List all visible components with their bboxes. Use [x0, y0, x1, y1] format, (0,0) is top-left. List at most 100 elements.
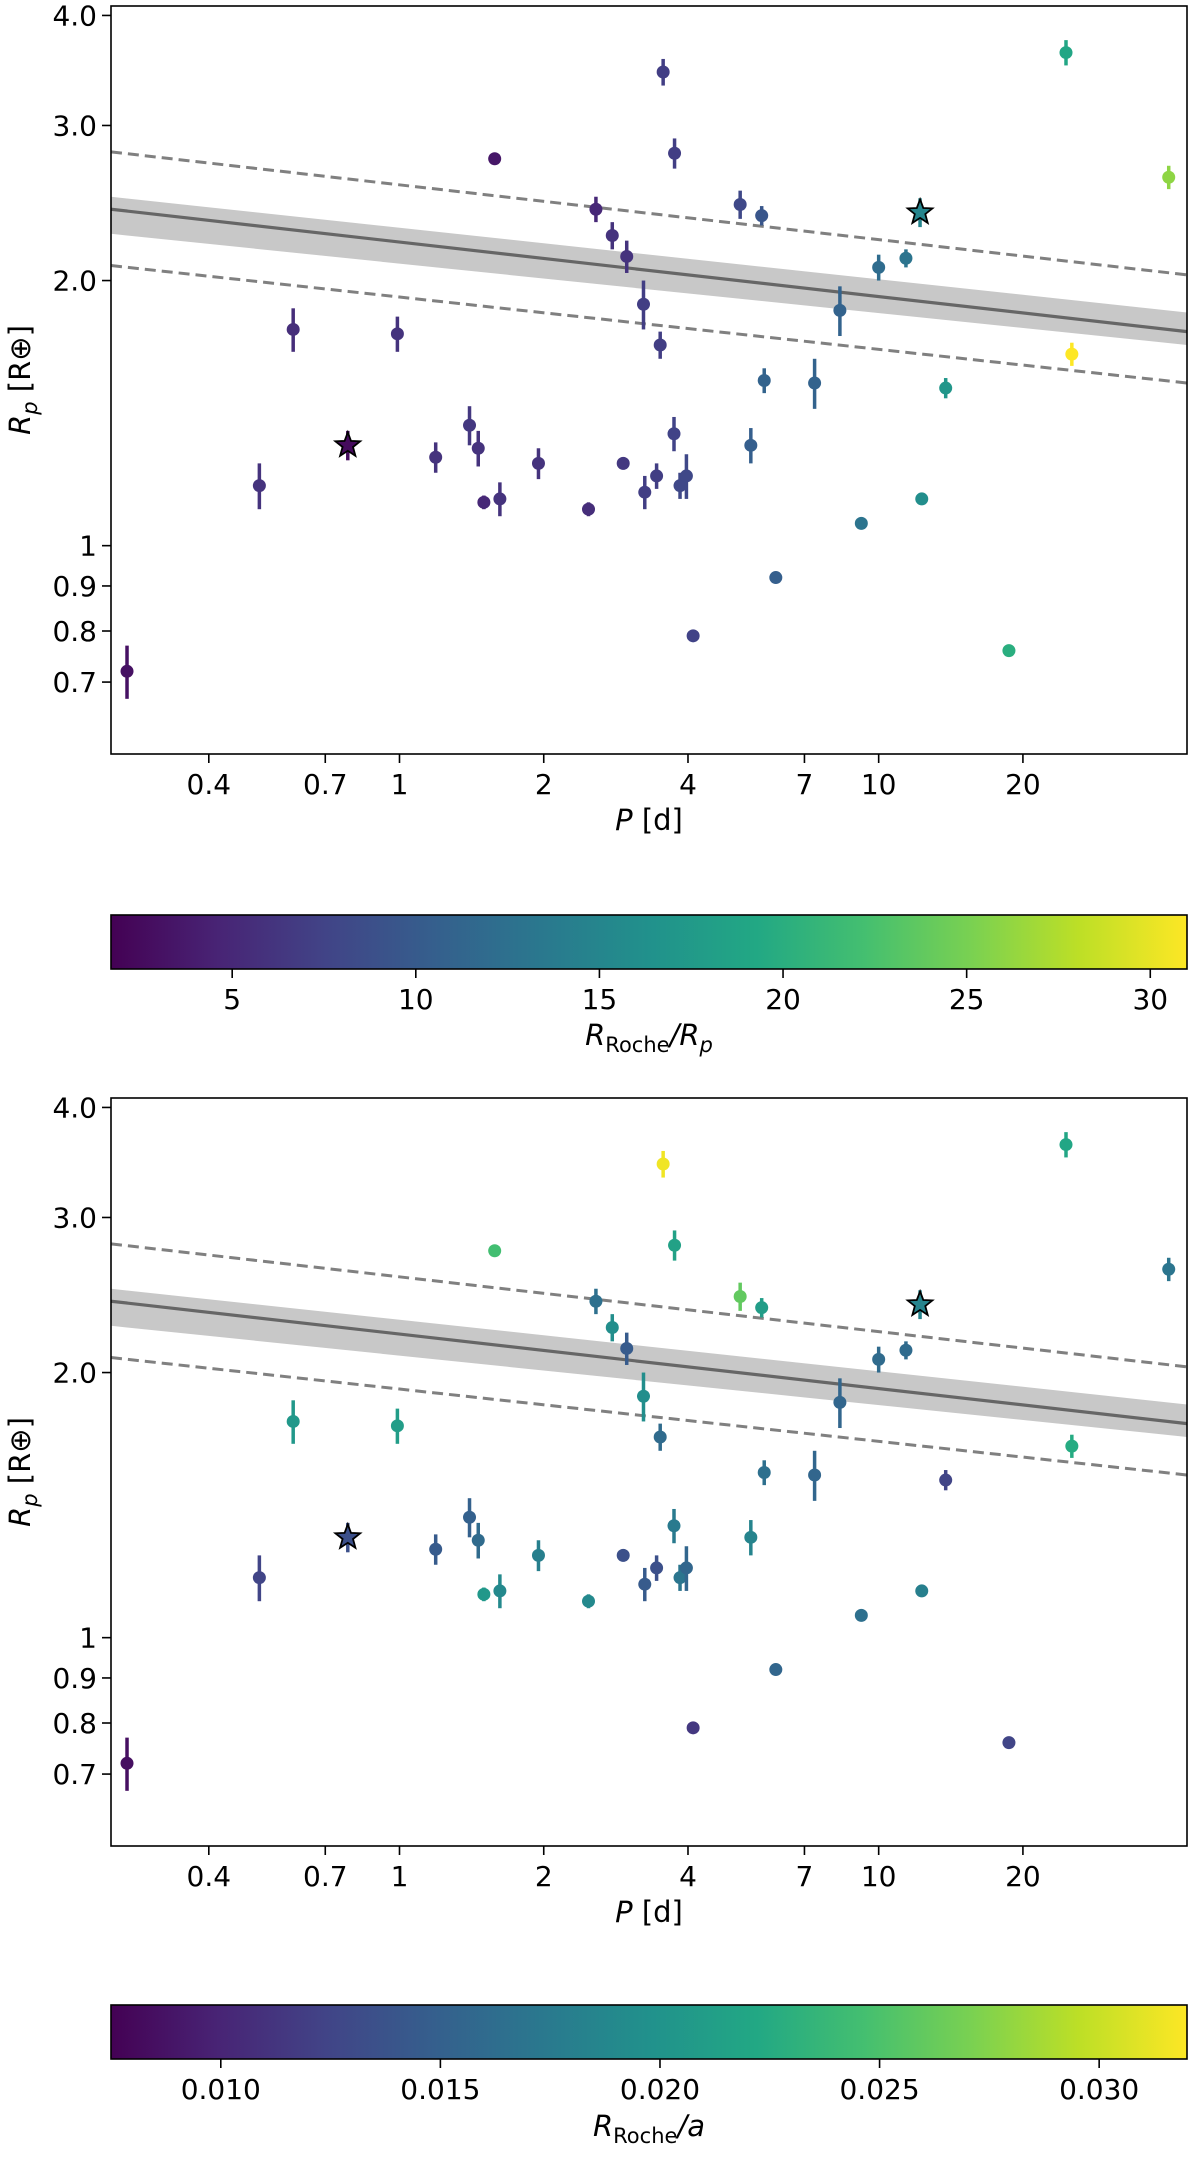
- point-marker: [636, 1389, 650, 1403]
- data-point: [757, 1460, 771, 1486]
- data-point: [463, 406, 477, 446]
- data-point: [582, 1594, 596, 1609]
- data-point: [620, 240, 634, 273]
- scatter-panel-top: 0.4 0.7 1 2 4 7 10 200.70.80.912.03.04.0 P [d] …: [3, 0, 1188, 837]
- x-tick-label: 10: [861, 1860, 897, 1893]
- data-point: [667, 416, 681, 452]
- point-marker: [668, 1238, 682, 1252]
- point-marker: [1059, 46, 1073, 60]
- point-marker: [656, 65, 670, 79]
- y-tick-label: 0.9: [52, 1662, 97, 1695]
- colorbar-gradient: [111, 915, 1187, 969]
- point-marker: [120, 664, 134, 678]
- y-tick-label: 1: [79, 530, 97, 563]
- y-tick-label: 0.7: [52, 666, 97, 699]
- point-marker: [1002, 644, 1016, 658]
- point-marker: [1162, 1262, 1176, 1276]
- data-point: [679, 454, 693, 499]
- data-point: [667, 1508, 681, 1544]
- data-point: [471, 430, 485, 467]
- point-marker: [636, 297, 650, 311]
- data-point: [733, 1282, 747, 1311]
- y-tick-label: 1: [79, 1622, 97, 1655]
- point-marker: [673, 1571, 687, 1585]
- colorbar-top: 5 10 15 20 25 30 RRoche/Rp: [110, 914, 1188, 1057]
- data-point: [477, 1587, 491, 1602]
- data-point: [650, 463, 664, 489]
- data-point: [589, 1288, 603, 1315]
- data-point: [744, 1520, 758, 1556]
- point-marker: [616, 456, 630, 470]
- data-point: [488, 152, 502, 166]
- point-marker: [679, 1561, 693, 1575]
- data-point: [477, 495, 491, 510]
- point-marker: [757, 374, 771, 388]
- data-point: [120, 645, 134, 699]
- point-marker: [620, 1341, 634, 1355]
- point-marker: [252, 1571, 266, 1585]
- data-point: [656, 58, 670, 86]
- data-point: [1002, 1736, 1016, 1750]
- data-point: [471, 1522, 485, 1559]
- point-marker: [744, 438, 758, 452]
- point-marker: [650, 469, 664, 483]
- data-point: [899, 249, 913, 268]
- point-marker: [488, 152, 502, 166]
- data-point: [605, 222, 619, 250]
- lower-dashed-line: [110, 1356, 1188, 1477]
- x-tick-label: 1: [391, 768, 409, 801]
- plot-frame: [110, 1097, 1188, 1847]
- point-marker: [808, 376, 822, 390]
- point-marker: [656, 1157, 670, 1171]
- point-marker: [531, 456, 545, 470]
- data-point: [686, 1721, 700, 1735]
- data-point: [755, 1298, 769, 1318]
- data-point: [915, 492, 929, 506]
- y-tick-label: 0.9: [52, 570, 97, 603]
- point-marker: [668, 146, 682, 160]
- colorbar-label: RRoche/Rp: [585, 1018, 713, 1057]
- point-marker: [854, 1608, 868, 1622]
- data-point: [286, 1400, 300, 1444]
- point-marker: [589, 1294, 603, 1308]
- x-tick-label: 0.4: [187, 768, 232, 801]
- data-point: [769, 571, 783, 585]
- point-marker: [899, 1343, 913, 1357]
- data-point: [286, 308, 300, 352]
- data-point: [854, 516, 868, 530]
- lower-dashed-line: [110, 264, 1188, 385]
- point-marker: [686, 1721, 700, 1735]
- plot-frame: [110, 5, 1188, 755]
- x-tick-label: 20: [1005, 768, 1041, 801]
- data-point: [589, 196, 603, 223]
- colorbar-label: RRoche/a: [593, 2109, 705, 2148]
- x-tick-label: 10: [861, 768, 897, 801]
- colorbar-frame: [110, 2004, 1188, 2060]
- point-marker: [429, 450, 443, 464]
- fit-line: [110, 207, 1188, 334]
- y-tick-label: 4.0: [52, 0, 97, 32]
- x-axis-label: P [d]: [615, 803, 683, 837]
- colorbar-tick-label: 0.020: [620, 2073, 700, 2106]
- point-marker: [757, 1466, 771, 1480]
- point-marker: [915, 1584, 929, 1598]
- y-tick-label: 3.0: [52, 1201, 97, 1234]
- data-point: [488, 1244, 502, 1258]
- point-marker: [653, 338, 667, 352]
- data-point: [1162, 1257, 1176, 1282]
- data-point: [744, 428, 758, 464]
- point-marker: [390, 327, 404, 341]
- point-marker: [1065, 347, 1079, 361]
- data-point: [915, 1584, 929, 1598]
- data-point: [120, 1737, 134, 1791]
- data-point: [1065, 1434, 1079, 1458]
- colorbar-tick-label: 0.030: [1059, 2073, 1139, 2106]
- data-point-star: [905, 196, 935, 228]
- colorbar-tick-label: 0.015: [400, 2073, 480, 2106]
- data-point: [833, 286, 847, 337]
- y-axis-label: Rp [R⊕]: [3, 325, 42, 435]
- x-axis-label: P [d]: [615, 1895, 683, 1929]
- point-marker: [582, 1594, 596, 1608]
- data-point: [833, 1378, 847, 1429]
- point-marker: [833, 303, 847, 317]
